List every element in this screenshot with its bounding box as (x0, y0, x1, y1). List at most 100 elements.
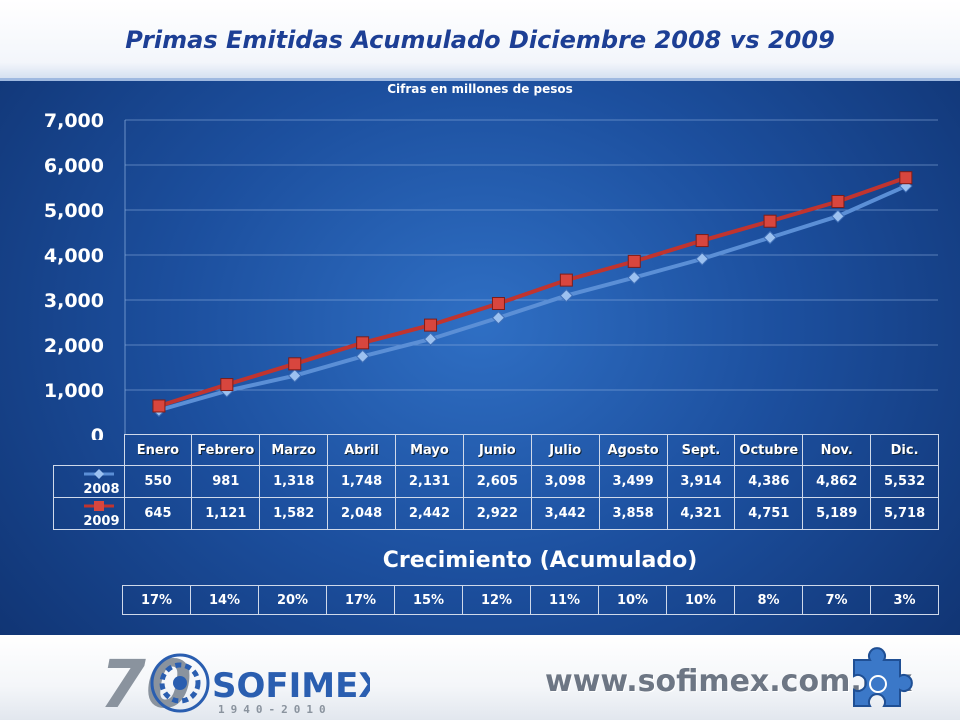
y-tick-label: 6,000 (44, 155, 104, 177)
table-cell-2009: 1,121 (191, 497, 261, 530)
month-header: Marzo (259, 434, 329, 466)
growth-cell: 7% (802, 585, 871, 615)
table-cell-2008: 2,605 (462, 465, 532, 498)
table-cell-2009: 645 (123, 497, 193, 530)
series-line-2009 (158, 175, 907, 408)
data-table: Enero Febrero Marzo Abril Mayo Junio Julio Agos… (53, 434, 939, 530)
growth-title: Crecimiento (Acumulado) (382, 548, 698, 573)
table-cell-2009: 4,751 (734, 497, 804, 530)
table-cell-2008: 5,532 (870, 465, 939, 498)
table-cell-2008: 2,131 (395, 465, 464, 498)
growth-cell: 17% (326, 585, 395, 615)
series-line-2008 (158, 184, 907, 413)
y-tick-label: 1,000 (44, 380, 104, 402)
logo-years: 1940-2010 (218, 703, 332, 716)
point-2009 (899, 171, 913, 185)
footer: 70 SOFIMEX 1940-2010 (0, 635, 960, 720)
page-title: Primas Emitidas Acumulado Diciembre 2008… (125, 26, 835, 54)
table-cell-2008: 981 (191, 465, 261, 498)
y-tick-label: 5,000 (44, 200, 104, 222)
month-header: Julio (530, 434, 600, 466)
series-row-2008: 2008 550 981 1,318 1,748 2,131 2,605 3,098 3,499… (53, 465, 939, 498)
legend-entry-2008: 2008 (53, 465, 125, 498)
point-2009 (559, 273, 573, 287)
month-header: Enero (123, 434, 193, 466)
y-tick-label: 3,000 (44, 290, 104, 312)
point-2008 (423, 332, 438, 346)
growth-table: 17% 14% 20% 17% 15% 12% 11% 10% 10% 8% 7% 3% (122, 585, 939, 615)
month-header: Agosto (598, 434, 668, 466)
table-cell-2009: 4,321 (666, 497, 736, 530)
point-2009 (763, 214, 777, 228)
month-header: Dic. (870, 434, 939, 466)
y-tick-label: 2,000 (44, 335, 104, 357)
table-cell-2008: 1,748 (327, 465, 396, 498)
growth-cell: 3% (870, 585, 939, 615)
point-2009 (831, 194, 845, 208)
logo-text: SOFIMEX (212, 666, 370, 706)
month-header-row: Enero Febrero Marzo Abril Mayo Junio Julio Agos… (54, 434, 939, 466)
y-tick-label: 7,000 (44, 110, 104, 132)
table-cell-2008: 4,862 (802, 465, 872, 498)
point-2009 (695, 234, 709, 248)
month-header: Nov. (802, 434, 872, 466)
growth-cell: 20% (258, 585, 327, 615)
table-cell-2008: 3,914 (666, 465, 736, 498)
table-cell-2008: 4,386 (734, 465, 804, 498)
growth-cell: 11% (530, 585, 599, 615)
point-2008 (627, 270, 641, 285)
month-header: Sept. (666, 434, 736, 466)
point-2008 (355, 349, 370, 364)
month-header: Mayo (395, 434, 464, 466)
chart-subtitle: Cifras en millones de pesos (387, 82, 573, 96)
growth-cell: 17% (122, 585, 191, 615)
table-cell-2009: 2,048 (327, 497, 396, 530)
sofimex-logo: 70 SOFIMEX 1940-2010 (100, 646, 370, 717)
point-2008 (491, 311, 506, 325)
growth-cell: 10% (666, 585, 735, 615)
point-2009 (220, 378, 234, 392)
month-header: Abril (327, 434, 396, 466)
growth-cell: 10% (598, 585, 667, 615)
table-cell-2009: 5,189 (802, 497, 872, 530)
table-cell-2008: 550 (123, 465, 193, 498)
table-cell-2008: 3,098 (530, 465, 600, 498)
table-cell-2009: 5,718 (870, 497, 939, 530)
growth-cell: 15% (394, 585, 463, 615)
point-2009 (356, 336, 370, 350)
website-url: www.sofimex.com.mx (545, 664, 913, 699)
growth-cell: 12% (462, 585, 531, 615)
y-tick-label: 4,000 (44, 245, 104, 267)
table-cell-2009: 3,442 (530, 497, 600, 530)
table-cell-2009: 1,582 (259, 497, 329, 530)
table-cell-2008: 3,499 (598, 465, 668, 498)
point-2009 (152, 399, 166, 413)
month-header: Junio (462, 434, 532, 466)
table-cell-2008: 1,318 (259, 465, 329, 498)
point-2008 (831, 209, 845, 223)
month-header: Octubre (734, 434, 804, 466)
y-tick-label: 0 (91, 425, 104, 440)
table-cell-2009: 3,858 (598, 497, 668, 530)
point-2008 (763, 230, 777, 245)
growth-cell: 14% (190, 585, 259, 615)
point-2009 (288, 357, 302, 371)
legend-entry-2009: 2009 (53, 497, 125, 530)
table-cell-2009: 2,922 (462, 497, 532, 530)
point-2008 (288, 368, 302, 383)
growth-row: 17% 14% 20% 17% 15% 12% 11% 10% 10% 8% 7% 3% (122, 585, 939, 615)
table-cell-2009: 2,442 (395, 497, 464, 530)
legend-diamond-icon (83, 469, 114, 479)
point-2009 (424, 318, 438, 332)
point-2009 (491, 297, 505, 311)
month-header: Febrero (191, 434, 261, 466)
growth-cell: 8% (734, 585, 803, 615)
line-chart: 0 1,000 2,000 3,000 4,000 5,000 6,000 7,000 (44, 110, 938, 440)
series-row-2009: 2009 645 1,121 1,582 2,048 2,442 2,922 3,442 3,8… (53, 497, 939, 530)
puzzle-piece-icon (853, 647, 913, 707)
point-2009 (627, 254, 641, 268)
point-2008 (695, 252, 709, 266)
table-corner (54, 435, 125, 466)
logo-emblem-icon (150, 653, 210, 713)
legend-square-icon (83, 501, 114, 511)
